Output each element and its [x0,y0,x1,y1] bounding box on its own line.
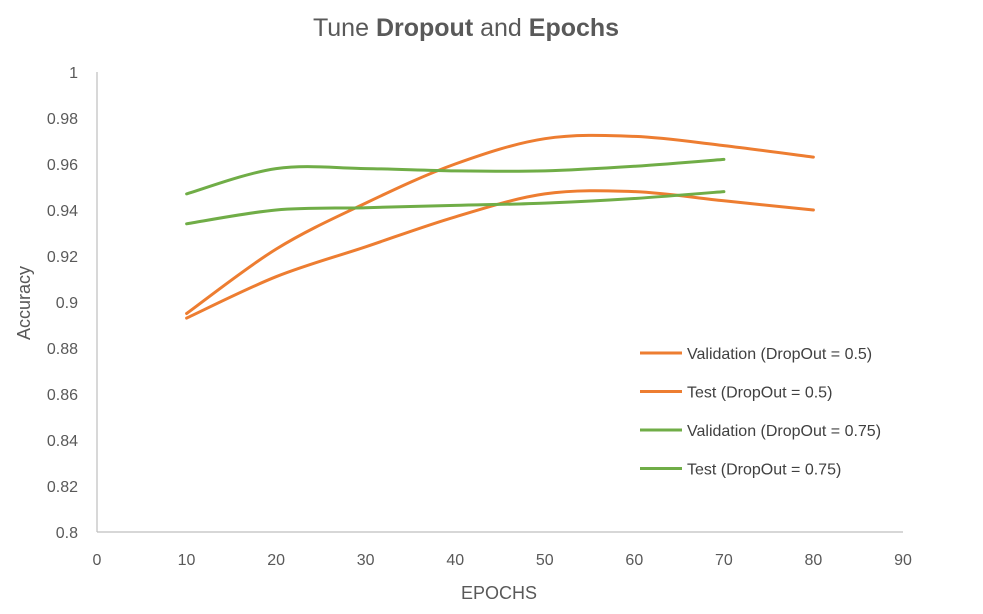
y-tick-label: 0.98 [47,111,78,128]
x-tick-label: 60 [625,552,643,569]
x-axis-title: EPOCHS [461,583,537,603]
y-tick-labels: 0.8 0.82 0.84 0.86 0.88 0.9 0.92 0.94 0.96 0.98 1 [47,65,78,542]
x-tick-label: 40 [446,552,464,569]
y-tick-label: 0.92 [47,249,78,266]
x-tick-label: 50 [536,552,554,569]
y-tick-label: 0.84 [47,433,78,450]
x-tick-label: 30 [357,552,375,569]
chart-title: Tune Dropout and Epochs [313,14,619,42]
y-tick-label: 0.96 [47,157,78,174]
y-axis-title: Accuracy [14,266,34,340]
series-validation-dropout-0-75-line [185,157,726,196]
y-tick-label: 1 [69,65,78,82]
y-tick-label: 0.8 [56,525,78,542]
legend-label: Test (DropOut = 0.5) [687,385,832,402]
series-validation-dropout-0-5-line [185,133,815,315]
legend-label: Test (DropOut = 0.75) [687,462,841,479]
x-tick-label: 90 [894,552,912,569]
legend-item: Validation (DropOut = 0.5) [640,346,872,363]
y-tick-label: 0.86 [47,387,78,404]
y-tick-label: 0.88 [47,341,78,358]
legend-label: Validation (DropOut = 0.75) [687,423,881,440]
x-tick-label: 10 [178,552,196,569]
legend: Validation (DropOut = 0.5) Test (DropOut … [640,346,881,479]
chart-title-part: and [473,14,529,42]
legend-item: Test (DropOut = 0.75) [640,462,841,479]
y-tick-label: 0.9 [56,295,78,312]
chart-title-part: Dropout [376,14,474,42]
series-test-dropout-0-75-line [185,190,726,226]
legend-item: Validation (DropOut = 0.75) [640,423,881,440]
x-tick-labels: 0 10 20 30 40 50 60 70 80 90 [93,552,912,569]
y-tick-label: 0.82 [47,479,78,496]
legend-label: Validation (DropOut = 0.5) [687,346,872,363]
chart-title-part: Epochs [529,14,619,42]
x-tick-label: 70 [715,552,733,569]
chart-title-part: Tune [313,14,376,42]
series-lines [185,133,815,320]
y-tick-label: 0.94 [47,203,78,220]
x-tick-label: 80 [805,552,823,569]
x-tick-label: 0 [93,552,102,569]
legend-item: Test (DropOut = 0.5) [640,385,832,402]
x-tick-label: 20 [267,552,285,569]
